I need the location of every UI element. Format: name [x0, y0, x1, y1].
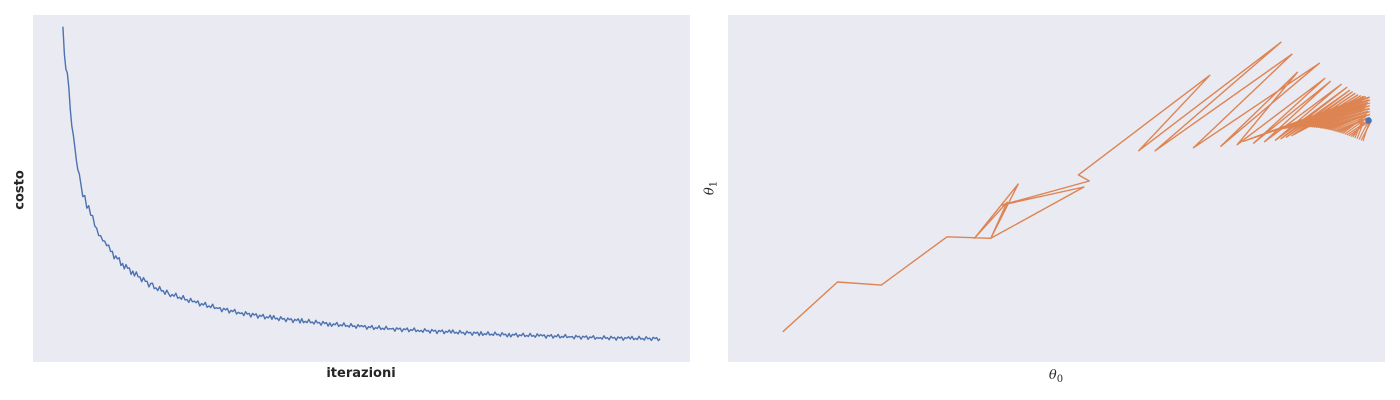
theta-trajectory-svg: [782, 41, 1372, 333]
cost-series-line-0: [62, 26, 661, 342]
trajectory-oscillation-segment: [1362, 123, 1370, 142]
trajectory-series-line-0: [782, 41, 1365, 333]
cost-plot-svg: [62, 26, 661, 342]
cost-plot-panel: [33, 15, 690, 362]
trajectory-oscillation-segment: [1315, 112, 1362, 128]
trajectory-oscillation-segment: [1354, 121, 1363, 139]
final-theta-point: [1365, 117, 1372, 124]
trajectory-oscillation-segment: [1358, 122, 1369, 140]
trajectory-oscillation-segment: [1330, 115, 1363, 131]
trajectory-oscillation-segment: [1303, 109, 1362, 128]
trajectory-oscillation-segment: [1305, 110, 1365, 128]
trajectory-oscillation-segment: [1356, 121, 1365, 139]
cost-plot-y-label: costo: [12, 170, 28, 210]
theta-trajectory-panel: [728, 15, 1385, 362]
trajectory-y-label: θ1: [702, 180, 720, 196]
cost-plot-x-label: iterazioni: [326, 366, 396, 381]
trajectory-oscillation-segment: [1332, 116, 1367, 132]
trajectory-oscillation-segment: [1328, 115, 1363, 131]
trajectory-oscillation-segment: [1318, 112, 1364, 129]
trajectory-x-label: θ0: [1048, 368, 1064, 385]
trajectory-oscillation-segment: [1342, 118, 1363, 135]
